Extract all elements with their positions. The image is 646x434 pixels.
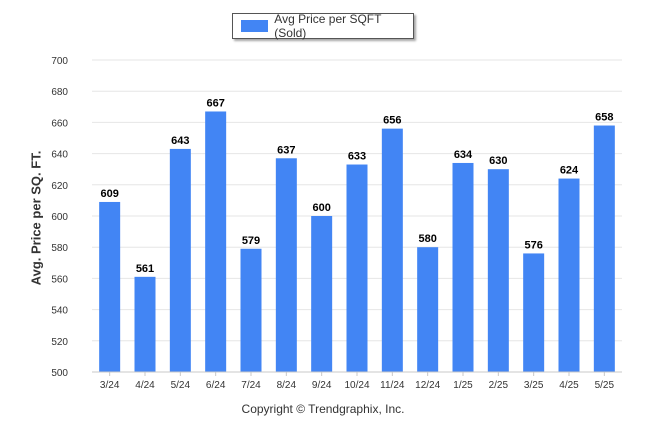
bar-8-24[interactable] xyxy=(275,158,297,372)
x-tick-label: 8/24 xyxy=(277,380,297,391)
x-tick-label: 2/25 xyxy=(489,380,509,391)
y-tick-label: 640 xyxy=(51,150,68,161)
x-tick-label: 11/24 xyxy=(380,380,405,391)
y-tick-label: 660 xyxy=(51,118,68,129)
y-tick-label: 620 xyxy=(51,181,68,192)
x-tick-label: 6/24 xyxy=(206,380,226,391)
data-label: 579 xyxy=(242,235,260,247)
x-tick-label: 9/24 xyxy=(312,380,332,391)
bar-9-24[interactable] xyxy=(311,216,333,372)
data-label: 600 xyxy=(312,202,330,214)
x-tick-label: 3/24 xyxy=(100,380,120,391)
bar-3-24[interactable] xyxy=(99,201,121,372)
legend-swatch xyxy=(241,20,269,32)
bar-7-24[interactable] xyxy=(240,248,262,372)
x-tick-label: 4/24 xyxy=(135,380,155,391)
data-label: 624 xyxy=(560,165,579,177)
data-labels: 609 561 643 667 579 637 600 633 656 580 634 630 576 6… xyxy=(100,97,613,274)
x-axis-ticks: 3/24 4/24 5/24 6/24 7/24 8/24 9/24 10/24 11/24 12… xyxy=(100,372,615,391)
bar-10-24[interactable] xyxy=(346,164,368,372)
x-tick-label: 5/24 xyxy=(171,380,191,391)
legend-label: Avg Price per SQFT (Sold) xyxy=(274,12,382,40)
data-label: 667 xyxy=(206,97,224,109)
bar-6-24[interactable] xyxy=(205,111,227,372)
bar-3-25[interactable] xyxy=(523,253,545,372)
bar-12-24[interactable] xyxy=(417,247,439,372)
x-tick-label: 3/25 xyxy=(524,380,544,391)
data-label: 630 xyxy=(489,155,507,167)
data-label: 656 xyxy=(383,115,401,127)
data-label: 634 xyxy=(454,149,473,161)
data-label: 609 xyxy=(100,188,118,200)
data-label: 643 xyxy=(171,135,189,147)
y-tick-label: 680 xyxy=(51,87,68,98)
y-tick-label: 520 xyxy=(51,337,68,348)
x-tick-label: 1/25 xyxy=(453,380,473,391)
bar-5-25[interactable] xyxy=(593,125,615,373)
x-tick-label: 4/25 xyxy=(559,380,579,391)
y-axis-label: Avg. Price per SQ. FT. xyxy=(28,150,44,286)
data-label: 576 xyxy=(524,239,542,251)
y-tick-label: 540 xyxy=(51,306,68,317)
bar-1-25[interactable] xyxy=(452,162,474,372)
y-tick-label: 580 xyxy=(51,243,68,254)
x-tick-label: 12/24 xyxy=(415,380,440,391)
data-label: 580 xyxy=(418,233,436,245)
data-label: 637 xyxy=(277,144,295,156)
x-tick-label: 7/24 xyxy=(241,380,261,391)
y-tick-label: 700 xyxy=(51,56,68,67)
y-tick-label: 500 xyxy=(51,368,68,379)
bars xyxy=(99,111,615,373)
data-label: 633 xyxy=(348,151,366,163)
y-axis-ticks: 500 520 540 560 580 600 620 640 660 680 700 xyxy=(51,56,68,379)
data-label: 561 xyxy=(136,263,154,275)
bar-11-24[interactable] xyxy=(381,128,403,372)
data-label: 658 xyxy=(595,112,613,124)
bar-4-24[interactable] xyxy=(134,276,156,372)
legend[interactable]: Avg Price per SQFT (Sold) xyxy=(232,12,414,40)
bar-5-24[interactable] xyxy=(169,148,191,372)
x-tick-label: 10/24 xyxy=(344,380,369,391)
copyright-text: Copyright © Trendgraphix, Inc. xyxy=(241,402,405,416)
y-tick-label: 560 xyxy=(51,274,68,285)
bar-2-25[interactable] xyxy=(487,169,509,372)
y-tick-label: 600 xyxy=(51,212,68,223)
bar-4-25[interactable] xyxy=(558,178,580,372)
x-tick-label: 5/25 xyxy=(595,380,615,391)
